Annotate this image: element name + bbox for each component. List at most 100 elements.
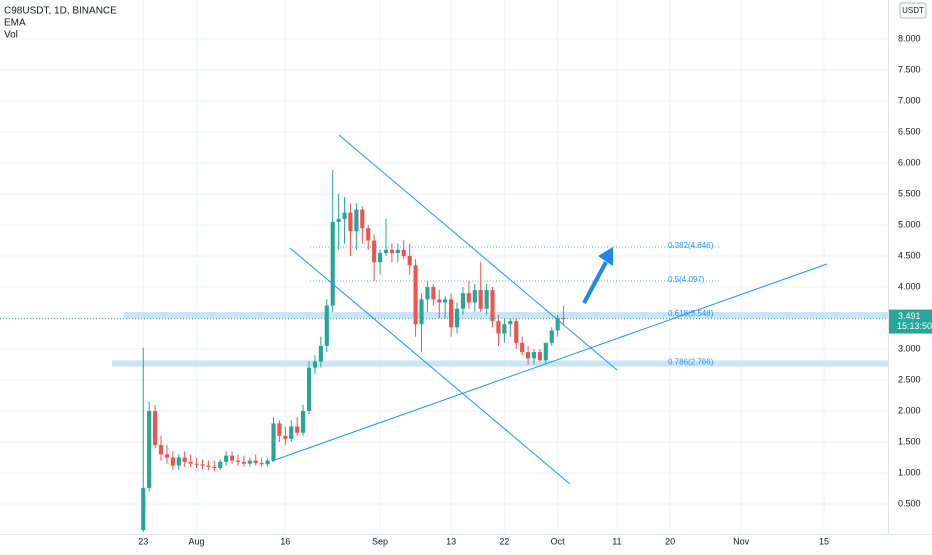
candle-body (312, 361, 318, 368)
candle-body (460, 293, 466, 309)
candle-body (360, 209, 365, 229)
candle-body (419, 299, 424, 325)
candle-body (176, 457, 181, 466)
candle-body (241, 461, 246, 464)
x-tick-label: 13 (446, 536, 456, 546)
fib-label: 0.618(3.548) (668, 309, 714, 318)
candle-body (383, 249, 389, 253)
candle-body (395, 249, 400, 253)
last-price-label: 3.491 (898, 311, 921, 321)
candle-body (389, 249, 394, 253)
y-tick-label: 2.000 (898, 405, 921, 415)
candle-body (496, 321, 501, 334)
candle-body (206, 465, 211, 467)
y-tick-label: 7.500 (898, 64, 921, 74)
trendline (289, 247, 571, 485)
candle-body (253, 460, 258, 464)
symbol-title: C98USDT, 1D, BINANCE (4, 6, 117, 17)
fib-band (112, 360, 888, 367)
indicator: Vol (4, 30, 18, 41)
candle-body (549, 330, 554, 343)
candle-body (401, 249, 406, 257)
candle-body (277, 423, 282, 436)
candle-body (141, 487, 146, 531)
trendline (338, 134, 618, 371)
candle-body (490, 290, 495, 322)
candle-body (514, 321, 519, 343)
y-tick-label: 4.500 (898, 250, 921, 260)
y-tick-label: 5.500 (898, 188, 921, 198)
unit-label: USDT (902, 6, 924, 15)
candle-body (318, 345, 323, 362)
x-tick-label: 11 (612, 536, 621, 546)
countdown-label: 15:13:50 (897, 321, 932, 331)
candle-body (561, 318, 566, 320)
indicator: EMA (4, 18, 26, 29)
trendline (271, 263, 828, 462)
candle-body (372, 240, 377, 263)
candle-body (531, 352, 537, 359)
candle-body (520, 342, 525, 353)
candle-body (555, 318, 560, 331)
candle-body (265, 460, 270, 465)
x-tick-label: 23 (138, 536, 148, 546)
y-tick-label: 1.000 (898, 467, 921, 477)
candle-body (348, 212, 353, 232)
candle-body (478, 290, 483, 309)
x-tick-label: Sep (372, 536, 388, 546)
y-tick-label: 5.000 (898, 219, 921, 229)
candle-body (407, 256, 412, 266)
candle-body (147, 411, 152, 488)
candle-body (425, 287, 430, 300)
candle-body (502, 324, 507, 334)
x-tick-label: 16 (280, 536, 290, 546)
candle-body (229, 455, 235, 461)
candle-body (336, 218, 341, 222)
candle-body (472, 290, 477, 303)
candle-body (212, 466, 217, 469)
candle-body (158, 445, 164, 455)
candle-body (366, 228, 371, 241)
fib-label: 0.382(4.646) (668, 241, 714, 250)
candle-body (431, 287, 436, 300)
candle-body (259, 463, 264, 465)
arrow (582, 261, 608, 304)
candle-body (153, 411, 158, 446)
y-tick-label: 4.000 (898, 281, 921, 291)
unit-box[interactable] (899, 2, 927, 19)
candle-body (170, 457, 175, 466)
candle-body (543, 342, 548, 361)
last-price-tag (889, 309, 932, 334)
candle-body (194, 463, 199, 465)
candle-body (188, 461, 193, 464)
x-tick-label: 20 (665, 536, 675, 546)
fib-label: 0.786(2.766) (668, 358, 714, 367)
candle-body (301, 411, 306, 433)
candle-body (437, 299, 442, 303)
y-tick-label: 2.500 (898, 374, 921, 384)
candle-body (164, 454, 170, 458)
candle-body (235, 460, 241, 462)
x-tick-label: Aug (189, 536, 205, 546)
candle-body (224, 455, 229, 462)
candle-body (271, 423, 276, 461)
candle-body (484, 290, 489, 309)
candle-body (508, 321, 513, 325)
candle-body (295, 426, 300, 433)
candle-body (537, 352, 542, 361)
candle-body (324, 305, 329, 346)
candle-body (449, 299, 454, 328)
drawings (271, 134, 828, 485)
y-tick-label: 6.500 (898, 126, 921, 136)
x-tick-label: 15 (819, 536, 829, 546)
candle-body (283, 435, 288, 439)
candle-body (247, 460, 252, 464)
x-tick-label: 22 (499, 536, 509, 546)
y-tick-label: 1.500 (898, 436, 921, 446)
fib-band (124, 312, 888, 319)
candle-body (466, 293, 471, 303)
candle-body (454, 308, 460, 328)
x-tick-label: Nov (733, 536, 750, 546)
y-tick-label: 7.000 (898, 95, 921, 105)
